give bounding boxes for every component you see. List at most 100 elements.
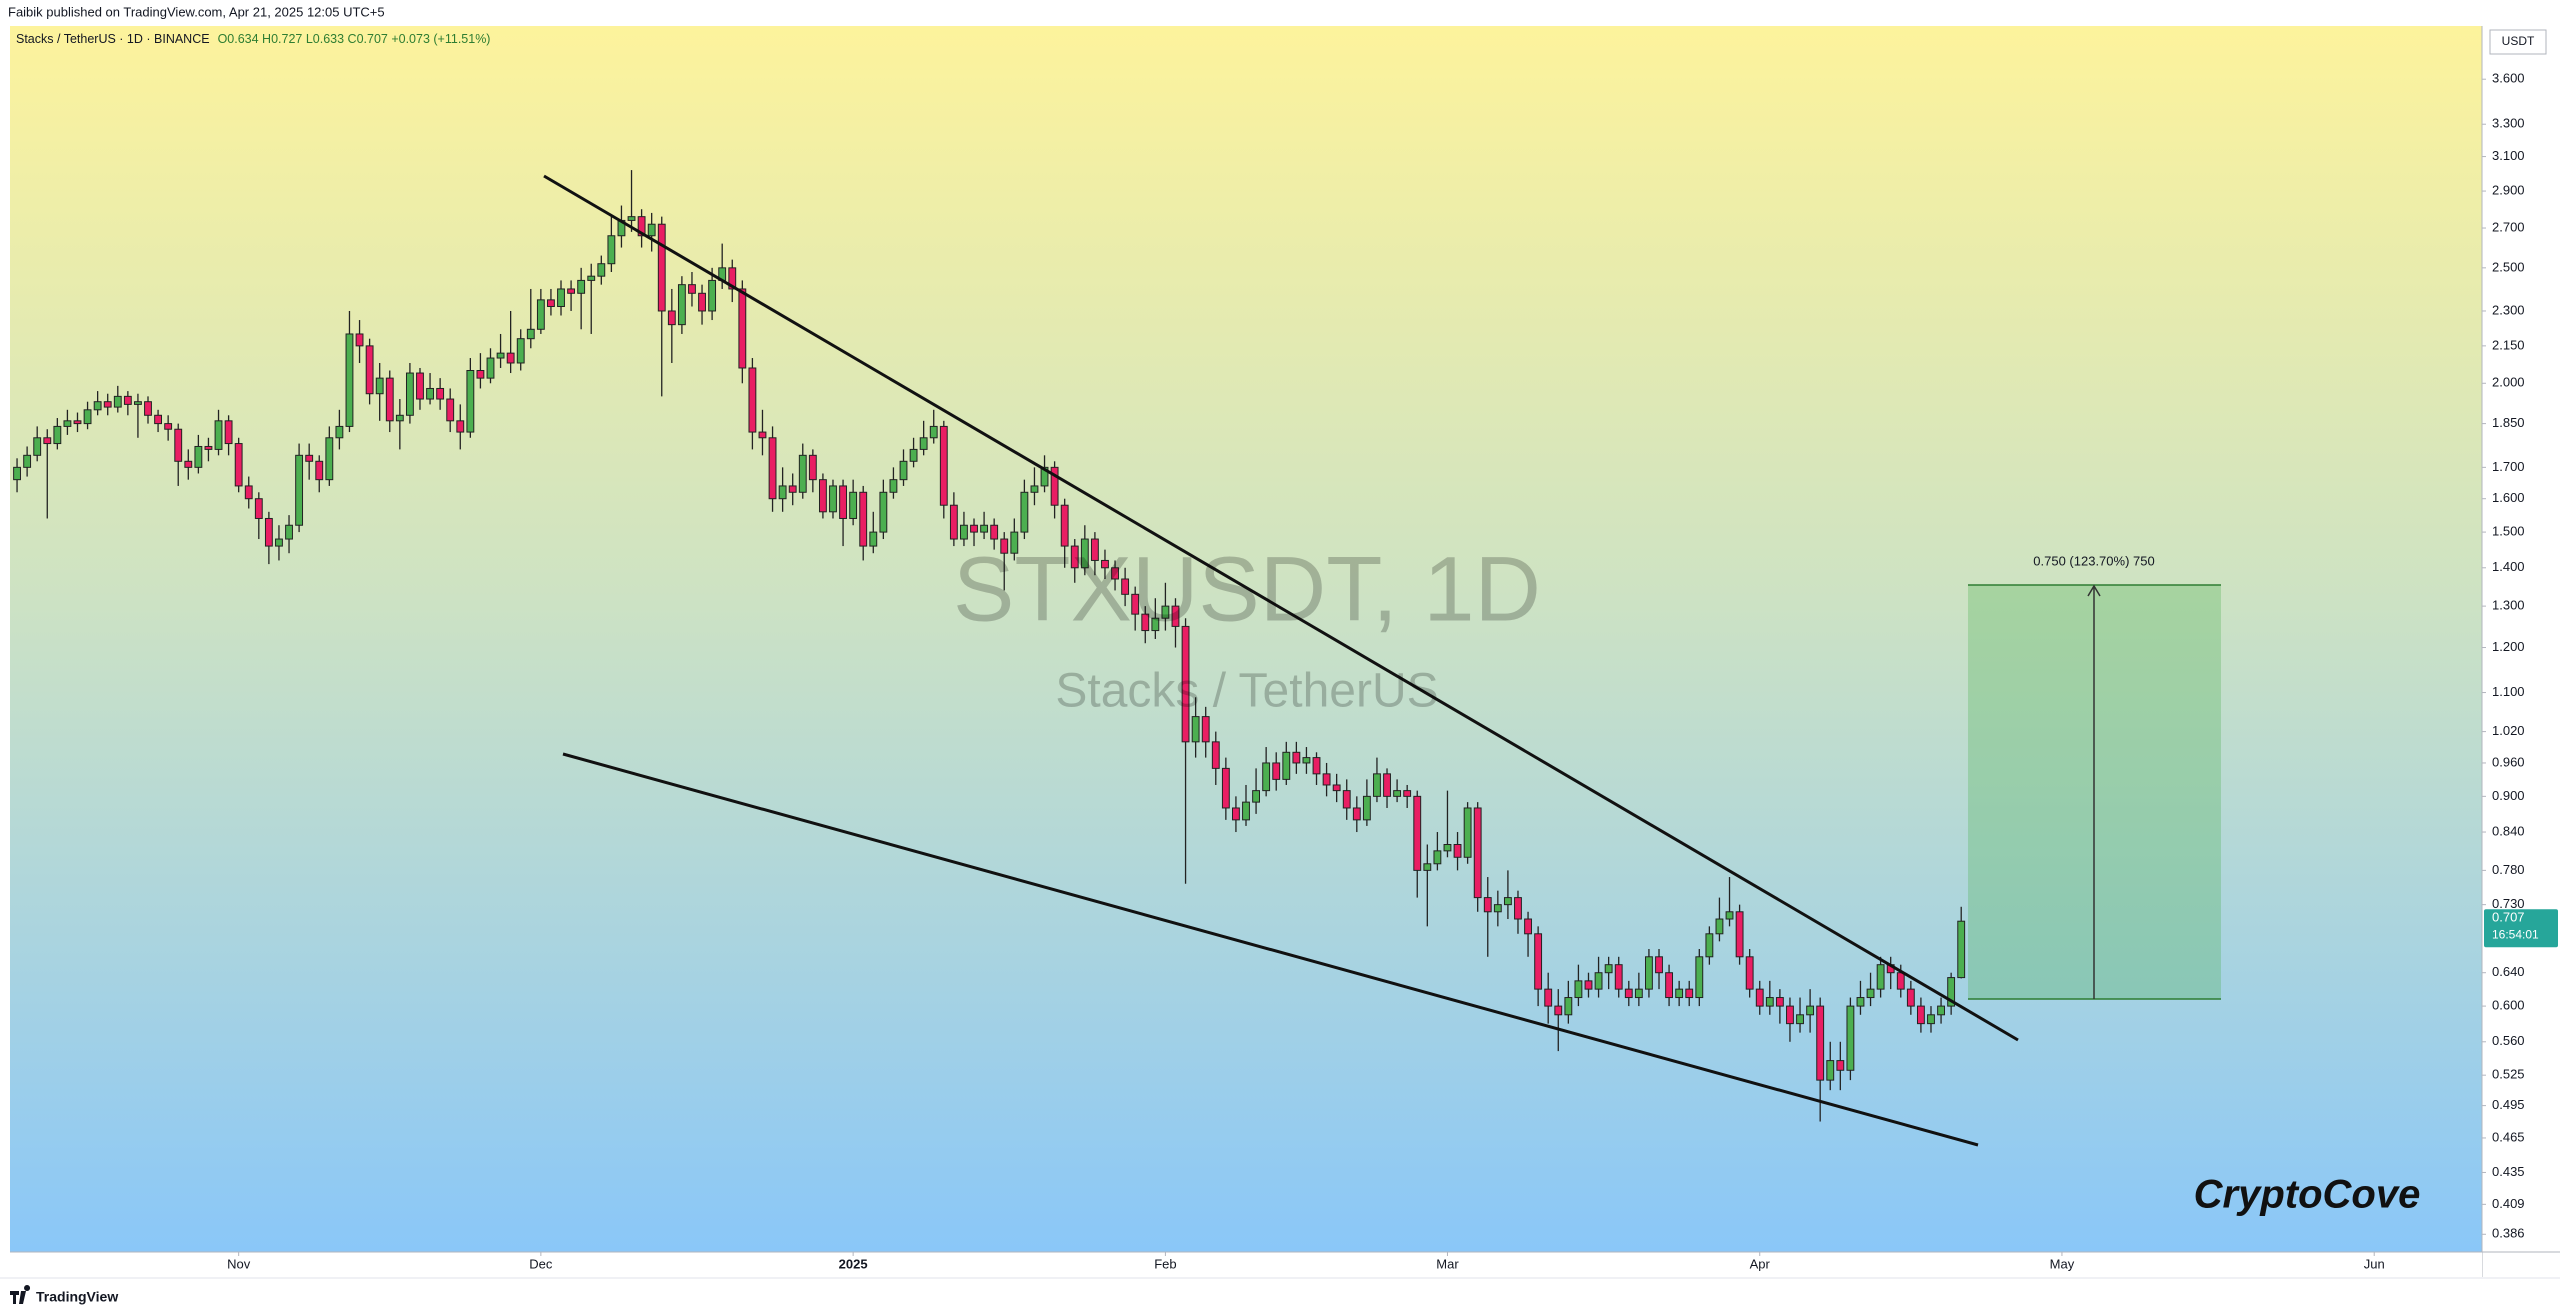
candle-body	[1675, 988, 1684, 999]
candle-body	[335, 425, 344, 439]
candle-body	[859, 491, 868, 547]
candle-body	[1383, 773, 1391, 797]
candle-body	[375, 377, 384, 395]
candle-body	[1373, 773, 1381, 797]
candle-body	[466, 370, 475, 433]
candle-body	[1312, 757, 1321, 775]
candle-body	[798, 454, 807, 493]
candle-body	[194, 445, 203, 468]
candle-body	[1524, 918, 1532, 935]
candle-body	[1775, 997, 1784, 1007]
y-tick-label: 0.780	[2492, 862, 2525, 877]
y-tick-label: 3.600	[2492, 71, 2525, 86]
y-tick-label: 1.300	[2492, 598, 2525, 613]
candle-body	[1423, 863, 1432, 871]
candle-body	[1302, 757, 1311, 764]
y-tick-label: 2.700	[2492, 219, 2525, 234]
candle-body	[980, 524, 989, 533]
candle-body	[254, 498, 263, 519]
plot-background	[10, 26, 2482, 1252]
candle-body	[1141, 613, 1150, 632]
candle-body	[1161, 605, 1170, 619]
candle-body	[960, 524, 968, 540]
signature: CryptoCove	[2194, 1173, 2421, 1217]
candle-body	[1725, 911, 1734, 920]
measure-label: 0.750 (123.70%) 750	[2033, 553, 2154, 568]
x-tick-label: May	[2050, 1256, 2075, 1271]
candle-body	[1493, 904, 1502, 913]
candle-body	[829, 485, 837, 513]
candle-body	[677, 284, 686, 326]
candle-body	[355, 333, 364, 347]
candle-body	[144, 401, 152, 416]
candle-body	[1403, 790, 1412, 797]
candle-body	[1927, 1014, 1935, 1025]
legend-symbol: Stacks / TetherUS · 1D · BINANCE	[16, 32, 210, 46]
candle-body	[1765, 997, 1774, 1007]
candle-body	[1332, 784, 1341, 792]
candle-body	[1594, 972, 1603, 990]
candle-body	[970, 524, 978, 533]
legend: Stacks / TetherUS · 1D · BINANCE O0.634 H…	[16, 32, 490, 46]
candle-body	[516, 338, 525, 364]
x-tick-label: Dec	[529, 1256, 553, 1271]
y-tick-label: 1.700	[2492, 459, 2525, 474]
candle-body	[1101, 559, 1109, 569]
x-tick-label: Apr	[1750, 1256, 1771, 1271]
y-tick-label: 0.386	[2492, 1226, 2525, 1241]
candle-body	[889, 479, 898, 493]
candle-body	[597, 263, 606, 277]
candle-body	[1342, 790, 1351, 809]
candle-body	[939, 425, 948, 506]
candle-body	[1211, 741, 1220, 769]
x-tick-label: Jun	[2364, 1256, 2385, 1271]
candle-body	[929, 425, 938, 439]
y-tick-label: 2.900	[2492, 182, 2525, 197]
candle-body	[53, 425, 62, 445]
candle-body	[1080, 538, 1089, 569]
candle-body	[416, 372, 424, 400]
candle-body	[1201, 716, 1210, 743]
candle-body	[285, 524, 293, 540]
candle-body	[607, 235, 616, 265]
y-tick-label: 1.500	[2492, 524, 2525, 539]
candle-body	[647, 223, 656, 237]
candle-body	[1614, 964, 1623, 990]
y-tick-label: 1.200	[2492, 639, 2525, 654]
candle-body	[1695, 956, 1704, 999]
candle-body	[1655, 956, 1663, 974]
candle-body	[990, 524, 999, 540]
y-tick-label: 0.600	[2492, 998, 2525, 1013]
candle-body	[909, 448, 918, 462]
candle-body	[154, 414, 163, 425]
candle-body	[1040, 466, 1049, 487]
candle-body	[758, 431, 767, 439]
candle-body	[1574, 980, 1583, 999]
candle-body	[93, 401, 102, 411]
candle-body	[476, 370, 485, 379]
candle-body	[1554, 1005, 1563, 1016]
y-tick-label: 0.525	[2492, 1067, 2525, 1082]
y-tick-label: 1.600	[2492, 490, 2525, 505]
footer-logo	[10, 1285, 31, 1304]
candle-body	[395, 414, 404, 422]
candle-body	[264, 517, 273, 547]
candle-body	[1453, 844, 1462, 858]
candle-body	[305, 454, 314, 462]
candle-body	[1856, 997, 1865, 1007]
y-tick-label: 3.300	[2492, 116, 2525, 131]
candle-body	[1826, 1060, 1835, 1081]
candle-body	[657, 223, 666, 312]
candle-body	[385, 377, 394, 422]
candle-body	[63, 420, 72, 427]
candle-body	[1050, 466, 1059, 506]
candle-body	[345, 333, 354, 427]
axes: 3.600 3.300 3.100 2.900 2.700 2.500 2.300 2.150…	[227, 71, 2558, 1271]
candle-body	[849, 491, 858, 519]
currency-box	[2489, 29, 2547, 55]
candle-body	[1131, 593, 1140, 615]
candle-body	[1715, 918, 1724, 935]
candle-body	[1393, 790, 1402, 797]
